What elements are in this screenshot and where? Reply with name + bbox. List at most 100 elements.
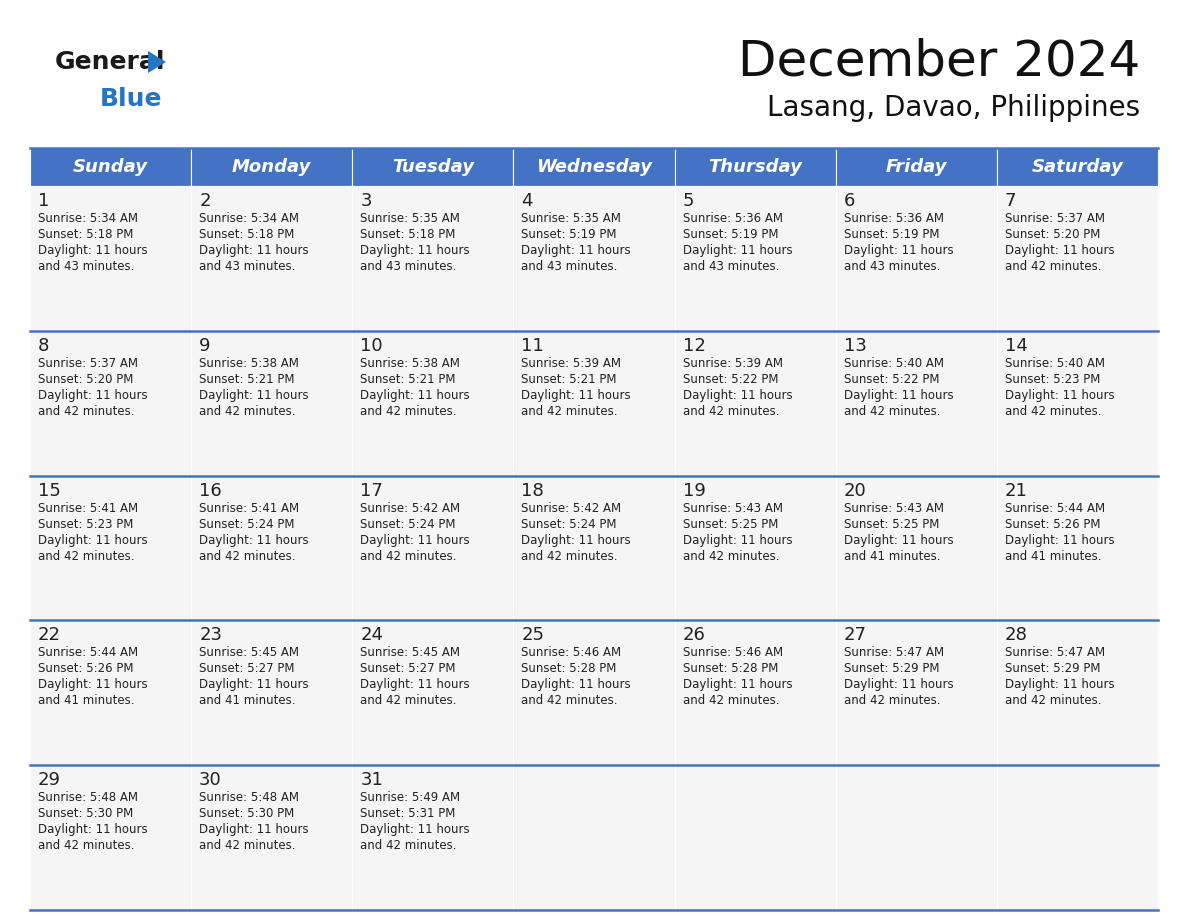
Text: and 42 minutes.: and 42 minutes.	[683, 405, 779, 418]
Text: and 42 minutes.: and 42 minutes.	[200, 550, 296, 563]
Text: and 42 minutes.: and 42 minutes.	[200, 405, 296, 418]
Text: Sunset: 5:25 PM: Sunset: 5:25 PM	[683, 518, 778, 531]
Text: Blue: Blue	[100, 87, 163, 111]
Text: Saturday: Saturday	[1031, 158, 1124, 176]
Text: Tuesday: Tuesday	[392, 158, 474, 176]
Text: 25: 25	[522, 626, 544, 644]
Text: December 2024: December 2024	[738, 38, 1140, 86]
Text: Sunrise: 5:44 AM: Sunrise: 5:44 AM	[1005, 501, 1105, 515]
Text: Daylight: 11 hours: Daylight: 11 hours	[360, 244, 470, 257]
Bar	[835, 621, 997, 766]
Text: Sunrise: 5:46 AM: Sunrise: 5:46 AM	[683, 646, 783, 659]
Bar	[30, 330, 191, 476]
Text: and 42 minutes.: and 42 minutes.	[360, 550, 456, 563]
Text: Sunrise: 5:45 AM: Sunrise: 5:45 AM	[200, 646, 299, 659]
Text: Daylight: 11 hours: Daylight: 11 hours	[360, 678, 470, 691]
Text: Sunrise: 5:36 AM: Sunrise: 5:36 AM	[683, 212, 783, 225]
Bar	[353, 766, 513, 910]
Text: Daylight: 11 hours: Daylight: 11 hours	[683, 244, 792, 257]
Bar	[997, 621, 1158, 766]
Text: 18: 18	[522, 482, 544, 499]
Text: 29: 29	[38, 771, 61, 789]
Bar	[835, 476, 997, 621]
Text: Sunset: 5:19 PM: Sunset: 5:19 PM	[683, 228, 778, 241]
Text: Sunset: 5:25 PM: Sunset: 5:25 PM	[843, 518, 939, 531]
Text: Daylight: 11 hours: Daylight: 11 hours	[200, 678, 309, 691]
Text: Sunset: 5:24 PM: Sunset: 5:24 PM	[522, 518, 617, 531]
Text: Sunrise: 5:35 AM: Sunrise: 5:35 AM	[522, 212, 621, 225]
Text: Sunrise: 5:34 AM: Sunrise: 5:34 AM	[200, 212, 299, 225]
Text: 8: 8	[38, 337, 50, 354]
Text: Sunrise: 5:41 AM: Sunrise: 5:41 AM	[200, 501, 299, 515]
Text: Sunset: 5:24 PM: Sunset: 5:24 PM	[200, 518, 295, 531]
Text: Sunset: 5:29 PM: Sunset: 5:29 PM	[1005, 663, 1100, 676]
Text: 28: 28	[1005, 626, 1028, 644]
Text: Sunset: 5:30 PM: Sunset: 5:30 PM	[200, 807, 295, 820]
Text: and 42 minutes.: and 42 minutes.	[360, 405, 456, 418]
Text: 15: 15	[38, 482, 61, 499]
Text: Daylight: 11 hours: Daylight: 11 hours	[360, 823, 470, 836]
Text: and 42 minutes.: and 42 minutes.	[38, 550, 134, 563]
Text: Sunset: 5:22 PM: Sunset: 5:22 PM	[843, 373, 940, 386]
Text: Sunset: 5:20 PM: Sunset: 5:20 PM	[1005, 228, 1100, 241]
Text: Daylight: 11 hours: Daylight: 11 hours	[1005, 389, 1114, 402]
Text: Sunrise: 5:47 AM: Sunrise: 5:47 AM	[843, 646, 943, 659]
Text: and 43 minutes.: and 43 minutes.	[843, 260, 940, 273]
Text: Thursday: Thursday	[708, 158, 802, 176]
Text: 19: 19	[683, 482, 706, 499]
Text: 13: 13	[843, 337, 866, 354]
Text: and 41 minutes.: and 41 minutes.	[843, 550, 940, 563]
Text: Sunset: 5:18 PM: Sunset: 5:18 PM	[200, 228, 295, 241]
Bar	[353, 330, 513, 476]
Text: Sunset: 5:21 PM: Sunset: 5:21 PM	[200, 373, 295, 386]
Bar	[513, 621, 675, 766]
Bar	[835, 766, 997, 910]
Bar	[997, 148, 1158, 186]
Text: Daylight: 11 hours: Daylight: 11 hours	[522, 389, 631, 402]
Text: and 42 minutes.: and 42 minutes.	[200, 839, 296, 852]
Text: Wednesday: Wednesday	[536, 158, 652, 176]
Text: 9: 9	[200, 337, 210, 354]
Text: General: General	[55, 50, 165, 74]
Bar	[835, 186, 997, 330]
Bar	[353, 476, 513, 621]
Bar	[513, 330, 675, 476]
Text: Sunrise: 5:41 AM: Sunrise: 5:41 AM	[38, 501, 138, 515]
Text: Monday: Monday	[232, 158, 311, 176]
Text: Sunset: 5:19 PM: Sunset: 5:19 PM	[522, 228, 617, 241]
Text: 2: 2	[200, 192, 210, 210]
Text: Sunrise: 5:44 AM: Sunrise: 5:44 AM	[38, 646, 138, 659]
Polygon shape	[148, 51, 166, 73]
Bar	[997, 330, 1158, 476]
Text: and 42 minutes.: and 42 minutes.	[683, 694, 779, 708]
Text: and 41 minutes.: and 41 minutes.	[38, 694, 134, 708]
Bar	[675, 476, 835, 621]
Text: 10: 10	[360, 337, 383, 354]
Text: Sunrise: 5:37 AM: Sunrise: 5:37 AM	[1005, 212, 1105, 225]
Text: and 42 minutes.: and 42 minutes.	[522, 694, 618, 708]
Text: 4: 4	[522, 192, 533, 210]
Text: Sunset: 5:21 PM: Sunset: 5:21 PM	[522, 373, 617, 386]
Text: 24: 24	[360, 626, 384, 644]
Bar	[513, 766, 675, 910]
Text: Sunrise: 5:42 AM: Sunrise: 5:42 AM	[360, 501, 461, 515]
Bar	[30, 186, 191, 330]
Bar	[675, 766, 835, 910]
Text: 5: 5	[683, 192, 694, 210]
Bar	[353, 186, 513, 330]
Text: Sunrise: 5:40 AM: Sunrise: 5:40 AM	[843, 357, 943, 370]
Bar	[30, 148, 191, 186]
Text: Daylight: 11 hours: Daylight: 11 hours	[843, 244, 953, 257]
Bar	[30, 621, 191, 766]
Text: Sunset: 5:26 PM: Sunset: 5:26 PM	[38, 663, 133, 676]
Text: and 41 minutes.: and 41 minutes.	[1005, 550, 1101, 563]
Text: Sunrise: 5:36 AM: Sunrise: 5:36 AM	[843, 212, 943, 225]
Text: Sunset: 5:18 PM: Sunset: 5:18 PM	[360, 228, 456, 241]
Text: 11: 11	[522, 337, 544, 354]
Text: Daylight: 11 hours: Daylight: 11 hours	[38, 389, 147, 402]
Text: Sunrise: 5:45 AM: Sunrise: 5:45 AM	[360, 646, 460, 659]
Text: Daylight: 11 hours: Daylight: 11 hours	[38, 244, 147, 257]
Text: 23: 23	[200, 626, 222, 644]
Text: 17: 17	[360, 482, 384, 499]
Bar	[353, 148, 513, 186]
